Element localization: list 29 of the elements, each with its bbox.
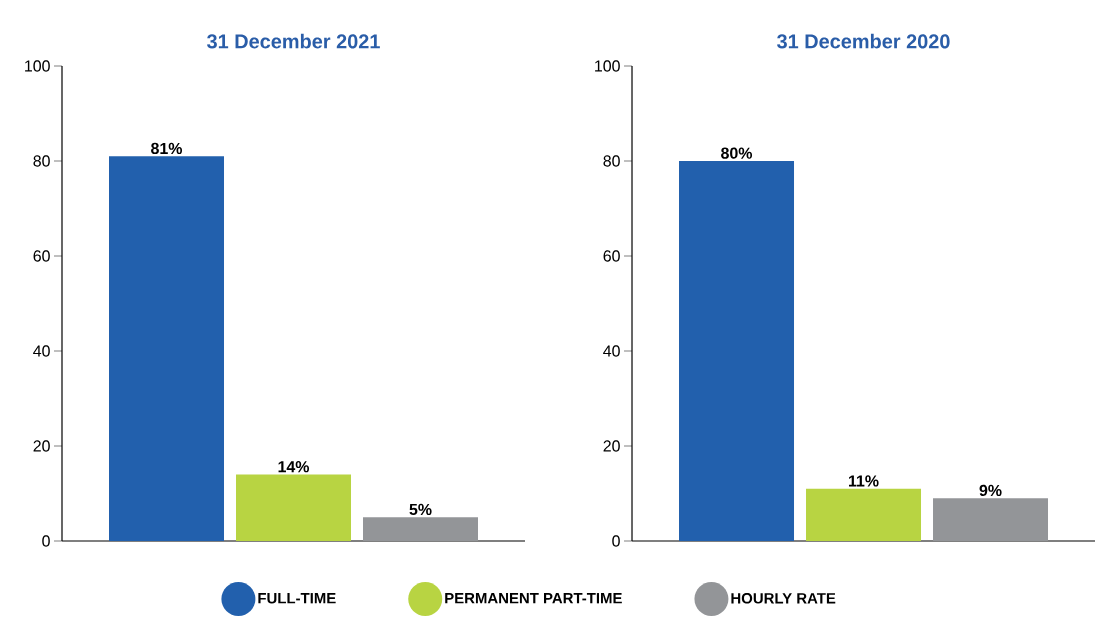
y-tick-label: 20 — [603, 440, 620, 452]
bar — [679, 161, 795, 541]
data-label: 81% — [151, 142, 183, 155]
legend-label: FULL-TIME — [258, 593, 336, 604]
bar — [933, 498, 1049, 541]
bar — [109, 156, 224, 541]
data-label: 80% — [721, 147, 753, 159]
bar — [236, 474, 351, 541]
y-tick-label: 40 — [33, 345, 50, 357]
y-tick-label: 60 — [33, 250, 50, 262]
chart-title: 31 December 2021 — [207, 33, 380, 49]
legend-label: PERMANENT PART-TIME — [445, 593, 622, 604]
y-tick-label: 80 — [33, 155, 50, 167]
bar — [806, 488, 922, 541]
y-tick-label: 0 — [42, 535, 50, 547]
y-tick-label: 0 — [612, 535, 620, 547]
y-tick-label: 100 — [595, 60, 620, 72]
y-tick-label: 80 — [603, 155, 620, 167]
chart-title: 31 December 2020 — [777, 33, 950, 49]
legend-label: HOURLY RATE — [731, 592, 836, 604]
y-tick-label: 20 — [33, 440, 50, 452]
y-tick-label: 60 — [603, 250, 620, 262]
y-tick-label: 40 — [603, 345, 620, 357]
y-tick-label: 100 — [25, 60, 50, 72]
data-label: 14% — [278, 461, 310, 473]
data-label: 9% — [979, 484, 1002, 497]
bar — [363, 517, 478, 541]
data-label: 5% — [409, 503, 432, 516]
data-label: 11% — [849, 475, 879, 487]
